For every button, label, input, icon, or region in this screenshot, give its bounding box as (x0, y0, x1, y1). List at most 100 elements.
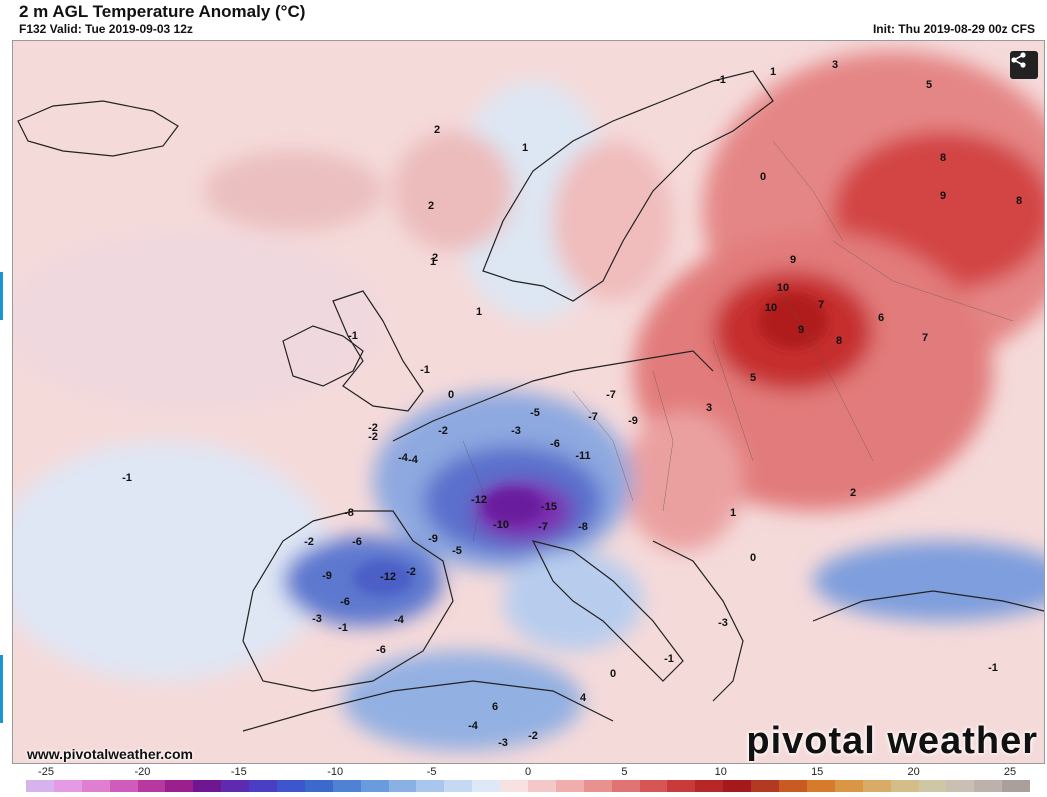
anomaly-value-label: -1 (420, 364, 430, 376)
anomaly-value-label: 6 (878, 312, 884, 324)
coast-nafrica (242, 680, 614, 732)
anomaly-value-label: 0 (750, 552, 756, 564)
colorbar-swatch (221, 780, 250, 792)
coast-iberia (242, 510, 454, 692)
map-title: 2 m AGL Temperature Anomaly (°C) (19, 2, 306, 21)
anomaly-value-label: 1 (730, 507, 736, 519)
coldest-spot (483, 488, 543, 524)
anomaly-value-label: -1 (988, 662, 998, 674)
anomaly-value-label: 8 (836, 335, 842, 347)
colorbar-swatch (249, 780, 278, 792)
edge-tab[interactable] (0, 655, 3, 723)
anomaly-value-label: -7 (538, 521, 548, 533)
anomaly-value-label: 6 (492, 701, 498, 713)
colorbar-swatch (388, 780, 417, 792)
colorbar-tick-label: -5 (426, 766, 437, 778)
colorbar-swatch (862, 780, 891, 792)
map-canvas[interactable]: -1 1 3 5 8 9 8 2 1 2 1 1 0 -1 9 10 10 9 7 8 6 7 5 3 -3 -7 -9 -11 -12… (12, 40, 1045, 764)
anomaly-value-label: -8 (578, 521, 588, 533)
coastlines (17, 70, 1044, 732)
border (772, 140, 844, 242)
anomaly-value-label: -7 (588, 411, 598, 423)
anomaly-value-label: 1 (522, 142, 528, 154)
border (712, 340, 754, 462)
coast-iceland (17, 100, 179, 157)
anomaly-value-label: 8 (1016, 195, 1022, 207)
colorbar-swatch (611, 780, 640, 792)
colorbar-swatch (723, 780, 752, 792)
anomaly-value-label: -8 (344, 507, 354, 519)
anomaly-value-label: 3 (832, 59, 838, 71)
anomaly-value-label: 2 (850, 487, 856, 499)
valid-time: F132 Valid: Tue 2019-09-03 12z (19, 22, 193, 36)
anomaly-value-label: -12 (471, 494, 487, 506)
anomaly-value-label: -7 (606, 389, 616, 401)
colorbar-swatch (528, 780, 556, 792)
anomaly-value-label: 9 (790, 254, 796, 266)
cold-turkey (813, 541, 1044, 621)
site-url[interactable]: www.pivotalweather.com (27, 746, 193, 762)
coast-north-sea (392, 350, 714, 442)
colorbar-tick-label: -20 (134, 766, 151, 778)
colorbar-swatch (555, 780, 584, 792)
colorbar-swatch (695, 780, 724, 792)
anomaly-value-label: -10 (493, 519, 509, 531)
anomaly-value-label: -9 (322, 570, 332, 582)
warm-sweden (553, 141, 673, 301)
colorbar-swatch (165, 780, 194, 792)
anomaly-value-label: -3 (498, 737, 508, 749)
colorbar-tick-label: -10 (327, 766, 344, 778)
anomaly-value-label: -4 (468, 720, 479, 732)
anomaly-value-label: 5 (926, 79, 932, 91)
anomaly-value-label: -2 (304, 536, 314, 548)
anomaly-value-label: 2 (434, 124, 440, 136)
border (652, 370, 674, 512)
colorbar-swatch (26, 780, 54, 792)
anomaly-value-label: -1 (664, 653, 674, 665)
anomaly-value-label: 1 (770, 66, 776, 78)
colorbar-swatch (360, 780, 389, 792)
coast-ireland (282, 325, 364, 387)
share-button[interactable] (1010, 51, 1038, 79)
anomaly-value-label: -6 (352, 536, 362, 548)
anomaly-value-label: 10 (765, 302, 777, 314)
warmest-spot (758, 293, 828, 349)
anomaly-value-label: 4 (580, 692, 587, 704)
brand-logo: pivotal weather (746, 720, 1038, 762)
border (832, 240, 1014, 322)
anomaly-value-label: -6 (340, 596, 350, 608)
colorbar-swatch (890, 780, 919, 792)
colorbar-tick-label: -15 (230, 766, 247, 778)
anomaly-value-label: 7 (818, 299, 824, 311)
colorbar-swatch (472, 780, 501, 792)
edge-tab[interactable] (0, 272, 3, 320)
colorbar-swatch (918, 780, 947, 792)
colorbar-swatch (583, 780, 612, 792)
warm-balkans (623, 411, 743, 551)
anomaly-value-label: -6 (376, 644, 386, 656)
anomaly-value-label: -9 (628, 415, 638, 427)
anomaly-value-label: -1 (122, 472, 132, 484)
colorbar-swatch (444, 780, 473, 792)
colorbar-swatch (639, 780, 668, 792)
anomaly-value-label: -2 (438, 425, 448, 437)
anomaly-value-label: -3 (718, 617, 728, 629)
anomaly-value-label: -1 (716, 74, 726, 86)
anomaly-value-label: 9 (940, 190, 946, 202)
anomaly-value-label: -1 (338, 622, 348, 634)
colorbar-swatch (277, 780, 305, 792)
spain-cold-spot (353, 560, 413, 596)
anomaly-value-label: 3 (706, 402, 712, 414)
colorbar (26, 780, 1031, 792)
colorbar-tick-label: 10 (714, 766, 727, 778)
border (462, 440, 484, 542)
cold-nafrica (343, 651, 583, 751)
anomaly-value-label: -9 (428, 533, 438, 545)
anomaly-value-label: -3 (511, 425, 521, 437)
anomaly-value-label: -2 (368, 422, 378, 434)
anomaly-value-label: -2 (406, 566, 416, 578)
colorbar-swatch (500, 780, 529, 792)
anomaly-value-label: 0 (448, 389, 454, 401)
colorbar-swatch (751, 780, 780, 792)
